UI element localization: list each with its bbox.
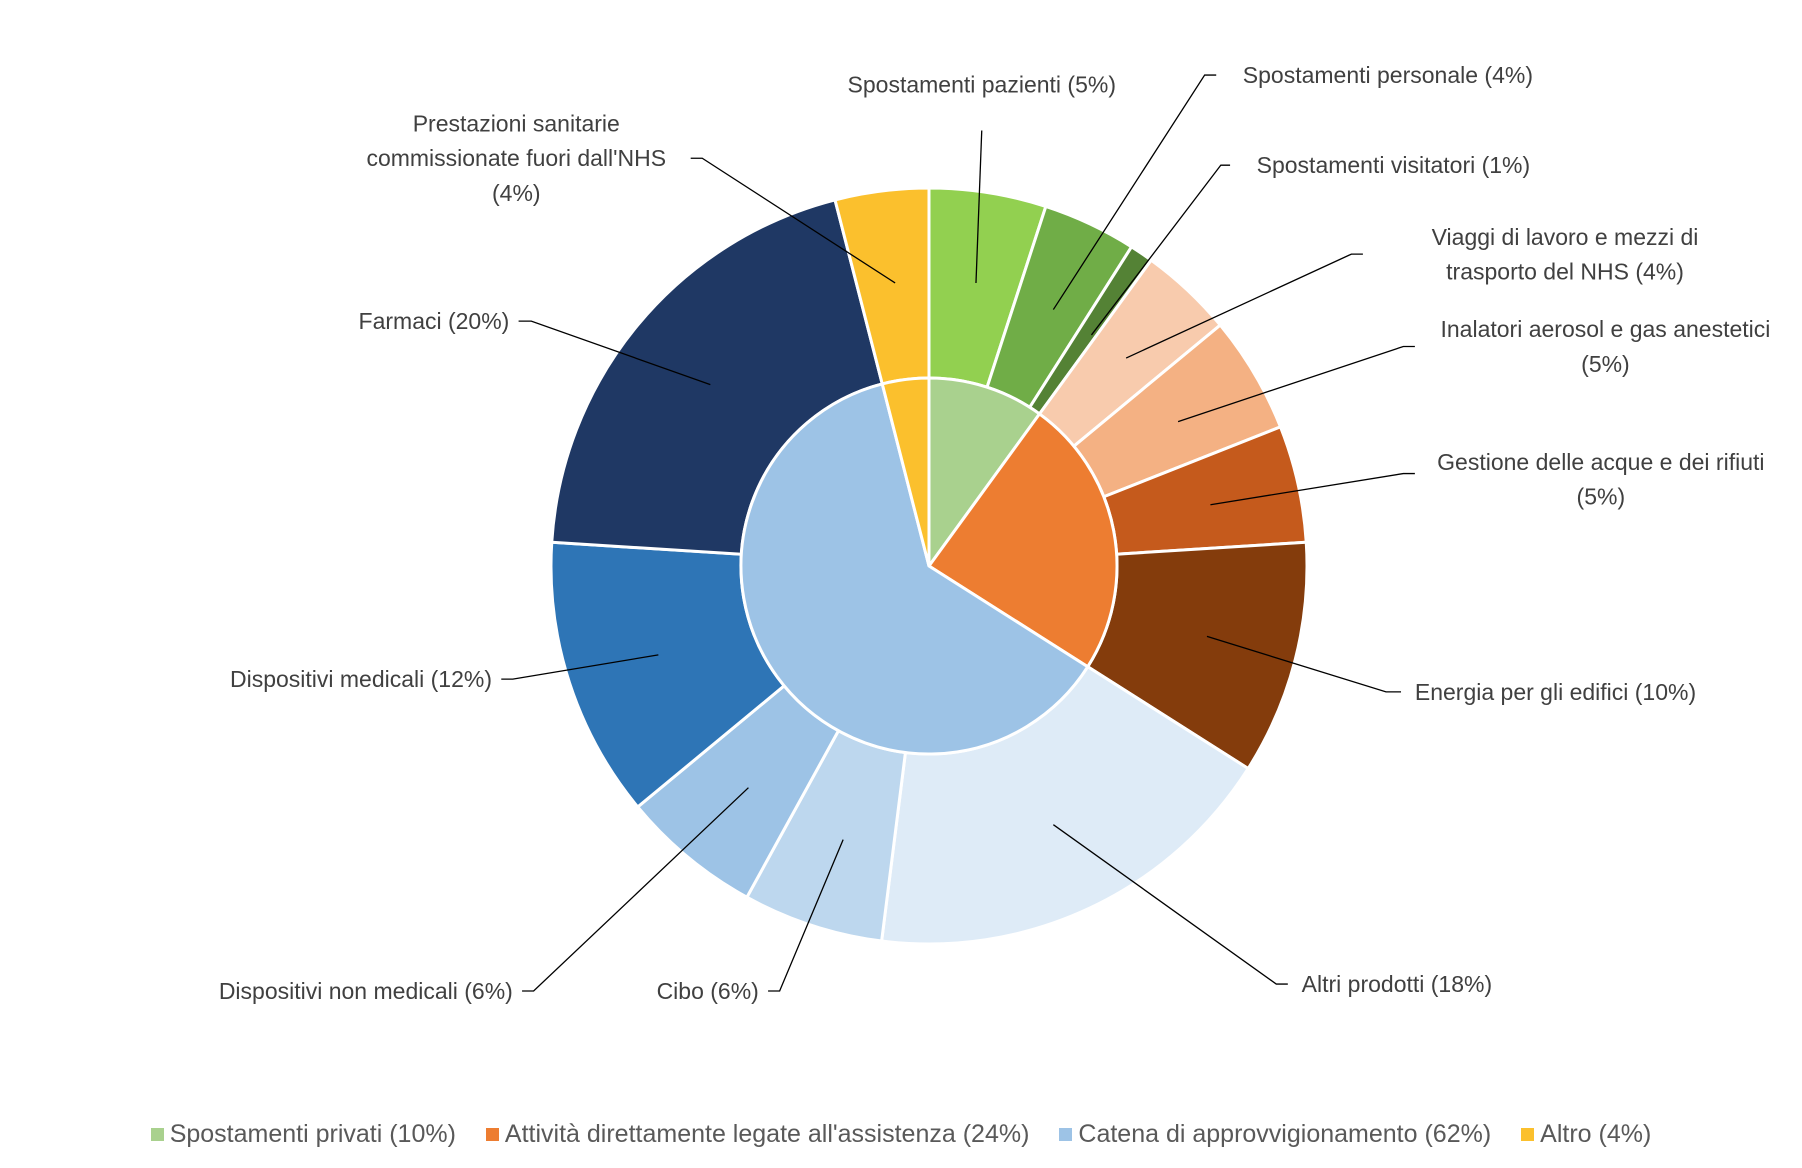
data-label-5: Gestione delle acque e dei rifiuti (5%) bbox=[1437, 449, 1764, 510]
legend-label: Attività direttamente legate all'assiste… bbox=[504, 1120, 1030, 1148]
data-label-2: Spostamenti visitatori (1%) bbox=[1257, 152, 1531, 178]
data-label-line: Dispositivi medicali (12%) bbox=[230, 666, 492, 692]
data-label-line: (5%) bbox=[1577, 484, 1626, 510]
data-label-line: Spostamenti pazienti (5%) bbox=[848, 71, 1116, 97]
leader-line-5 bbox=[1210, 472, 1415, 506]
data-label-line: Prestazioni sanitarie bbox=[413, 111, 620, 137]
data-label-line: Farmaci (20%) bbox=[359, 308, 510, 334]
data-label-11: Farmaci (20%) bbox=[359, 308, 510, 334]
legend-swatch bbox=[1521, 1128, 1535, 1141]
leader-line-9 bbox=[522, 787, 749, 992]
data-label-line: Cibo (6%) bbox=[657, 978, 759, 1004]
leader-line-12 bbox=[690, 157, 896, 284]
leader-line-10 bbox=[501, 654, 659, 680]
data-label-line: Altri prodotti (18%) bbox=[1302, 971, 1492, 997]
data-label-line: trasporto del NHS (4%) bbox=[1446, 258, 1684, 284]
legend: Spostamenti privati (10%) Attività dirett… bbox=[0, 1120, 1802, 1149]
data-label-line: commissionate fuori dall'NHS bbox=[366, 145, 666, 171]
leader-line-8 bbox=[768, 839, 844, 992]
data-label-1: Spostamenti personale (4%) bbox=[1243, 62, 1533, 88]
data-label-line: Spostamenti visitatori (1%) bbox=[1257, 152, 1531, 178]
data-label-4: Inalatori aerosol e gas anestetici (5%) bbox=[1441, 316, 1771, 377]
leader-line-11 bbox=[518, 320, 711, 386]
data-label-9: Dispositivi non medicali (6%) bbox=[219, 978, 513, 1004]
leader-line-0 bbox=[975, 130, 983, 283]
data-label-10: Dispositivi medicali (12%) bbox=[230, 666, 492, 692]
data-label-8: Cibo (6%) bbox=[657, 978, 759, 1004]
inner-slice-3 bbox=[880, 376, 931, 567]
legend-item-0: Spostamenti privati (10%) bbox=[150, 1120, 456, 1149]
legend-swatch bbox=[150, 1128, 164, 1141]
legend-item-1: Attività direttamente legate all'assiste… bbox=[485, 1120, 1030, 1149]
data-label-0: Spostamenti pazienti (5%) bbox=[848, 71, 1116, 97]
legend-swatch bbox=[485, 1128, 499, 1141]
data-label-line: Spostamenti personale (4%) bbox=[1243, 62, 1533, 88]
data-label-3: Viaggi di lavoro e mezzi di trasporto del… bbox=[1432, 224, 1699, 285]
data-label-7: Altri prodotti (18%) bbox=[1302, 971, 1492, 997]
data-label-line: (4%) bbox=[492, 180, 541, 206]
leader-line-7 bbox=[1052, 824, 1288, 985]
legend-label: Catena di approvvigionamento (62%) bbox=[1078, 1120, 1492, 1148]
data-label-line: Energia per gli edifici (10%) bbox=[1415, 679, 1696, 705]
leader-line-4 bbox=[1177, 345, 1415, 423]
data-label-12: Prestazioni sanitarie commissionate fuori… bbox=[366, 111, 666, 206]
leader-line-6 bbox=[1206, 635, 1402, 693]
leader-line-2 bbox=[1090, 164, 1231, 336]
legend-label: Spostamenti privati (10%) bbox=[169, 1120, 456, 1148]
legend-label: Altro (4%) bbox=[1540, 1120, 1652, 1148]
inner-slice-1 bbox=[926, 411, 1119, 669]
data-label-line: Inalatori aerosol e gas anestetici bbox=[1441, 316, 1771, 342]
data-label-line: Gestione delle acque e dei rifiuti bbox=[1437, 449, 1764, 475]
data-label-line: Viaggi di lavoro e mezzi di bbox=[1432, 224, 1699, 250]
data-label-line: (5%) bbox=[1581, 351, 1630, 377]
inner-slice-0 bbox=[927, 376, 1042, 571]
leader-line-1 bbox=[1052, 74, 1217, 310]
inner-slice-2 bbox=[739, 382, 1090, 756]
legend-item-3: Altro (4%) bbox=[1521, 1120, 1651, 1149]
data-label-line: Dispositivi non medicali (6%) bbox=[219, 978, 513, 1004]
data-label-6: Energia per gli edifici (10%) bbox=[1415, 679, 1696, 705]
legend-swatch bbox=[1059, 1128, 1073, 1141]
legend-item-2: Catena di approvvigionamento (62%) bbox=[1059, 1120, 1491, 1149]
leader-line-3 bbox=[1125, 253, 1363, 359]
